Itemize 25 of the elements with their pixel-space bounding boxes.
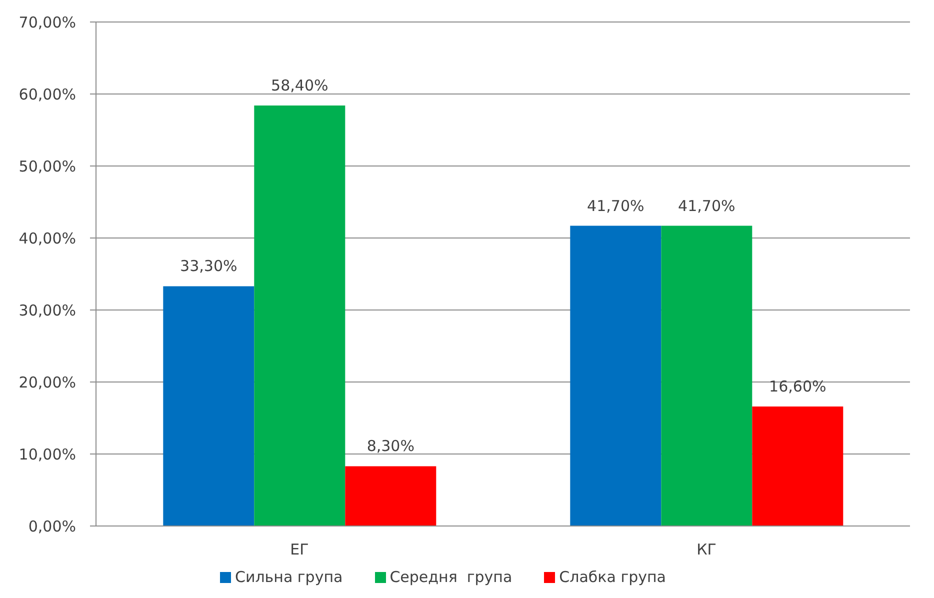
y-tick-label: 70,00% (18, 13, 76, 32)
x-tick-label: ЕГ (290, 540, 309, 559)
legend-label: Слабка група (559, 568, 666, 586)
data-label: 41,70% (587, 196, 644, 215)
bar (570, 226, 662, 526)
y-tick-label: 60,00% (18, 85, 76, 104)
bar (661, 226, 752, 526)
y-tick-label: 30,00% (18, 301, 76, 320)
data-label: 41,70% (678, 196, 736, 215)
y-tick-label: 0,00% (28, 517, 76, 536)
y-tick-label: 10,00% (18, 445, 76, 464)
data-label: 8,30% (366, 437, 414, 456)
data-label: 58,40% (271, 76, 328, 95)
bar (254, 106, 346, 526)
y-tick-label: 50,00% (18, 157, 76, 176)
data-label: 16,60% (769, 377, 826, 396)
x-tick-label: КГ (696, 540, 716, 559)
bar (345, 466, 436, 526)
data-label: 33,30% (180, 257, 238, 276)
legend-label: Сильна група (235, 568, 343, 586)
bar (163, 286, 254, 526)
y-tick-label: 20,00% (18, 373, 76, 392)
bar (752, 406, 844, 526)
legend-label: Середня група (390, 568, 512, 586)
y-tick-label: 40,00% (18, 229, 76, 248)
